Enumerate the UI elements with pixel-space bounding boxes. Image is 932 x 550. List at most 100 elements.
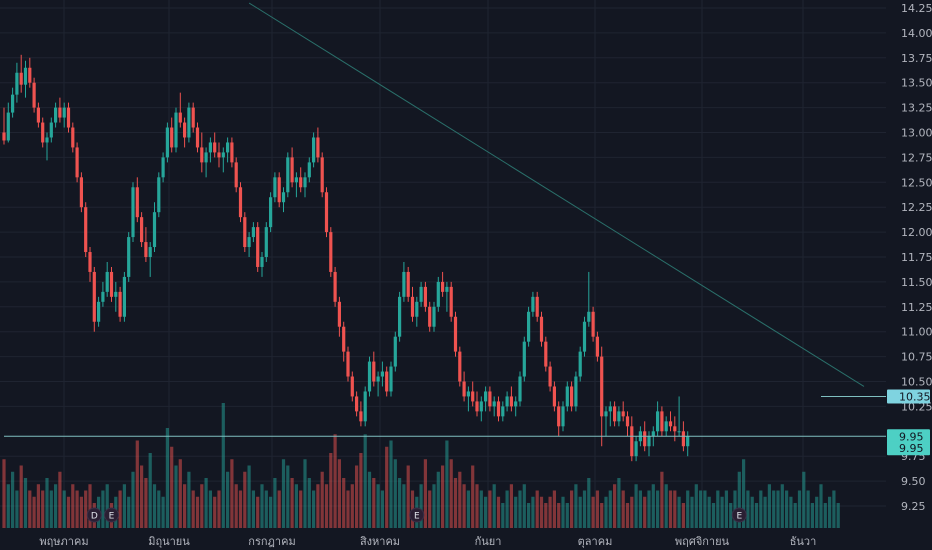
candle[interactable] [419, 281, 423, 307]
candle[interactable] [402, 261, 406, 302]
candle[interactable] [247, 232, 251, 257]
candle[interactable] [686, 431, 690, 457]
event-marker-e[interactable]: E [104, 507, 119, 523]
candle[interactable] [79, 172, 83, 213]
candle-body[interactable] [281, 192, 286, 203]
candle[interactable] [561, 401, 565, 432]
candle-body[interactable] [363, 391, 367, 422]
candle-body[interactable] [419, 286, 423, 302]
candle-body[interactable] [600, 356, 604, 417]
candle[interactable] [539, 311, 544, 347]
candle[interactable] [479, 396, 483, 422]
candle-body[interactable] [557, 406, 561, 427]
candle-body[interactable] [621, 411, 625, 417]
trendline[interactable] [248, 2, 865, 387]
candle[interactable] [152, 202, 157, 253]
candle[interactable] [673, 416, 677, 442]
candle[interactable] [84, 202, 88, 257]
candle[interactable] [148, 242, 152, 277]
candle[interactable] [144, 227, 148, 262]
candle-body[interactable] [286, 157, 290, 193]
candle[interactable] [565, 381, 569, 412]
candle-body[interactable] [101, 291, 105, 302]
candle-body[interactable] [458, 351, 462, 382]
candle[interactable] [591, 306, 595, 342]
candle-body[interactable] [195, 127, 200, 148]
candle-body[interactable] [118, 291, 122, 317]
candle-body[interactable] [479, 401, 483, 412]
candle[interactable] [174, 107, 178, 153]
candle-body[interactable] [380, 371, 384, 377]
candle-body[interactable] [660, 411, 664, 432]
candle[interactable] [600, 346, 604, 447]
candle-body[interactable] [664, 421, 668, 432]
candle[interactable] [191, 102, 195, 133]
candle-body[interactable] [359, 411, 363, 422]
candle-body[interactable] [484, 391, 488, 402]
candle[interactable] [49, 117, 53, 143]
candle[interactable] [269, 192, 273, 233]
candle-body[interactable] [290, 157, 294, 183]
candle[interactable] [484, 386, 488, 412]
candle[interactable] [355, 391, 359, 417]
candle[interactable] [380, 361, 384, 387]
event-marker-e[interactable]: E [409, 507, 425, 523]
candle[interactable] [453, 311, 458, 357]
candle-body[interactable] [539, 316, 544, 342]
candle-body[interactable] [518, 376, 522, 402]
candle[interactable] [127, 232, 131, 282]
candle-body[interactable] [445, 286, 449, 292]
candle-body[interactable] [41, 122, 45, 143]
candle-body[interactable] [260, 257, 264, 267]
candle[interactable] [131, 182, 135, 243]
candle-body[interactable] [71, 127, 75, 148]
candle[interactable] [488, 386, 492, 412]
candle-body[interactable] [58, 107, 62, 118]
candle[interactable] [587, 271, 591, 327]
candle[interactable] [234, 157, 238, 193]
candle[interactable] [307, 157, 311, 183]
candle-body[interactable] [346, 351, 350, 377]
candle-body[interactable] [578, 351, 582, 377]
candle-body[interactable] [337, 301, 341, 327]
candle-body[interactable] [604, 411, 608, 417]
candle[interactable] [432, 301, 436, 332]
candle[interactable] [385, 366, 389, 397]
candle[interactable] [389, 361, 393, 397]
candle[interactable] [75, 142, 79, 183]
candle[interactable] [415, 296, 419, 327]
candle[interactable] [161, 152, 165, 183]
horizontal-lines[interactable] [4, 395, 886, 437]
candle-body[interactable] [570, 386, 574, 407]
candle-body[interactable] [415, 301, 419, 317]
candle-body[interactable] [376, 376, 380, 382]
candle-body[interactable] [23, 67, 28, 85]
candle[interactable] [595, 331, 599, 362]
candle[interactable] [66, 102, 71, 133]
candle[interactable] [372, 351, 376, 387]
candle[interactable] [625, 411, 630, 437]
candle-body[interactable] [243, 217, 247, 248]
candle-body[interactable] [535, 296, 539, 317]
candle-body[interactable] [402, 271, 406, 297]
candle-body[interactable] [389, 366, 393, 392]
candle-body[interactable] [350, 376, 354, 397]
event-marker-badge[interactable] [409, 507, 425, 523]
candlestick-series[interactable] [2, 54, 690, 462]
candle[interactable] [557, 401, 561, 437]
candle[interactable] [290, 147, 294, 188]
candle-body[interactable] [161, 157, 165, 178]
candle[interactable] [23, 60, 28, 98]
candle-body[interactable] [656, 411, 660, 432]
event-marker-d[interactable]: D [86, 507, 102, 523]
candle[interactable] [660, 406, 664, 437]
candle[interactable] [647, 431, 651, 457]
candle-body[interactable] [574, 376, 578, 407]
candle[interactable] [509, 386, 513, 412]
candle-body[interactable] [608, 406, 612, 412]
candle-body[interactable] [226, 142, 230, 153]
candle[interactable] [122, 271, 126, 322]
candle[interactable] [574, 371, 578, 412]
candle-body[interactable] [398, 296, 402, 337]
